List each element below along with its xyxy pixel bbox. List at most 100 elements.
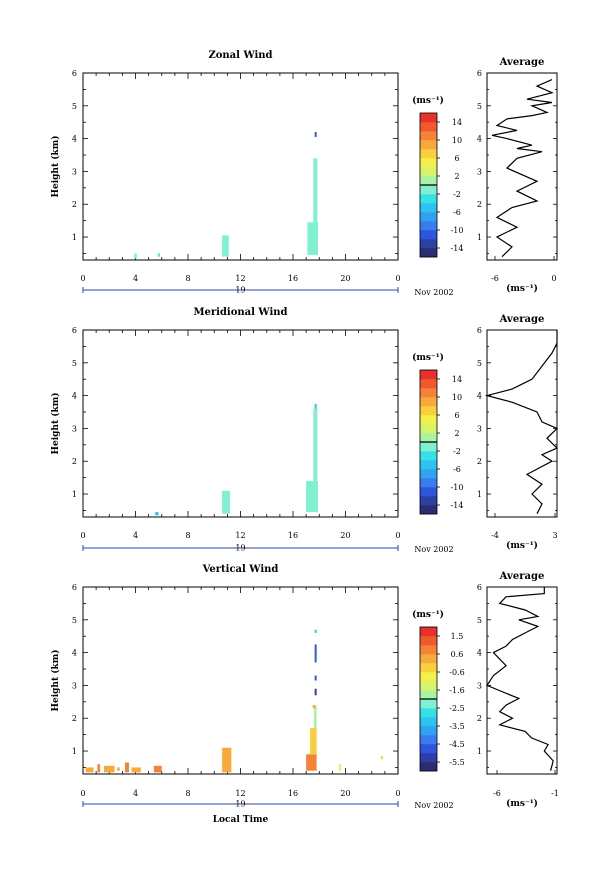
average-y-label: 1 [477, 490, 482, 499]
average-y-label: 6 [477, 69, 482, 78]
data-cell [117, 767, 120, 771]
colorbar-label: -6 [453, 465, 461, 474]
colorbar-label: 6 [454, 411, 459, 420]
average-y-label: 3 [477, 167, 482, 176]
x-tick-label: 0 [395, 274, 400, 283]
x-tick-label: 8 [185, 274, 190, 283]
colorbar-swatch [420, 212, 437, 222]
colorbar-swatch [420, 433, 437, 443]
y-tick-label: 6 [72, 69, 77, 78]
y-tick-label: 2 [72, 457, 77, 466]
y-tick-label: 3 [72, 167, 77, 176]
x-tick-label: 16 [288, 274, 298, 283]
colorbar-label: 2 [454, 429, 459, 438]
colorbar-swatch [420, 460, 437, 470]
average-profile-line [486, 587, 554, 771]
y-tick-label: 3 [72, 681, 77, 690]
colorbar-swatch [420, 131, 437, 141]
average-y-label: 6 [477, 326, 482, 335]
y-axis-label: Height (km) [50, 392, 61, 454]
average-y-label: 2 [477, 457, 482, 466]
average-x-label: -6 [493, 789, 501, 798]
colorbar-label: 10 [452, 393, 462, 402]
colorbar-swatch [420, 478, 437, 488]
x-tick-label: 20 [340, 789, 350, 798]
colorbar-label: 14 [452, 375, 462, 384]
data-cell [314, 644, 317, 663]
data-cell [313, 158, 318, 224]
x-tick-label: 8 [185, 789, 190, 798]
colorbar-swatch [420, 654, 437, 664]
colorbar-swatch [420, 496, 437, 506]
colorbar-swatch [420, 203, 437, 213]
x-tick-label: 0 [80, 274, 85, 283]
x-axis-label: Local Time [213, 815, 269, 825]
data-cell [312, 705, 316, 709]
y-tick-label: 6 [72, 583, 77, 592]
average-y-label: 3 [477, 681, 482, 690]
colorbar-swatch [420, 230, 437, 240]
average-x-axis-label: (ms⁻¹) [506, 798, 538, 809]
average-title: Average [499, 571, 545, 582]
colorbar-swatch [420, 681, 437, 691]
data-cell [313, 408, 318, 481]
x-tick-label: 16 [288, 531, 298, 540]
y-tick-label: 3 [72, 424, 77, 433]
y-tick-label: 5 [72, 616, 77, 625]
colorbar-unit: (ms⁻¹) [412, 609, 444, 620]
colorbar-swatch [420, 122, 437, 132]
average-x-axis-label: (ms⁻¹) [506, 540, 538, 551]
colorbar-swatch [420, 627, 437, 637]
y-axis-label: Height (km) [50, 649, 61, 711]
average-x-label: 0 [551, 274, 556, 283]
average-y-label: 4 [477, 649, 482, 658]
colorbar-swatch [420, 762, 437, 772]
average-profile-line [484, 330, 559, 514]
data-cell [314, 675, 317, 681]
average-x-label: -6 [491, 274, 499, 283]
colorbar-swatch [420, 248, 437, 258]
colorbar-swatch [420, 424, 437, 434]
colorbar-swatch [420, 140, 437, 150]
colorbar-swatch [420, 406, 437, 416]
y-axis-label: Height (km) [50, 135, 61, 197]
panel-title: Meridional Wind [193, 307, 287, 318]
date-label: 19 [235, 800, 245, 809]
x-tick-label: 0 [80, 789, 85, 798]
colorbar-swatch [420, 636, 437, 646]
data-cell [104, 765, 115, 773]
plot-frame [82, 586, 399, 775]
x-tick-label: 4 [133, 789, 138, 798]
colorbar-label: 0.6 [451, 650, 464, 659]
y-tick-label: 4 [72, 392, 77, 401]
colorbar-swatch [420, 487, 437, 497]
x-tick-label: 8 [185, 531, 190, 540]
colorbar-label: -6 [453, 208, 461, 217]
data-cell [97, 764, 101, 773]
colorbar-swatch [420, 158, 437, 168]
colorbar-swatch [420, 379, 437, 389]
y-tick-label: 2 [72, 200, 77, 209]
data-cell [307, 222, 318, 256]
y-tick-label: 1 [72, 490, 77, 499]
colorbar-swatch [420, 645, 437, 655]
date-label: 19 [235, 544, 245, 553]
y-tick-label: 1 [72, 747, 77, 756]
data-cell [85, 767, 94, 773]
colorbar-unit: (ms⁻¹) [412, 95, 444, 106]
month-label: Nov 2002 [414, 545, 453, 554]
average-x-label: 3 [552, 531, 557, 540]
x-tick-label: 16 [288, 789, 298, 798]
colorbar-swatch [420, 726, 437, 736]
x-tick-label: 0 [395, 789, 400, 798]
data-cell [157, 253, 160, 257]
plot-frame [82, 72, 399, 261]
data-cell [380, 755, 383, 760]
average-frame [486, 329, 558, 518]
colorbar-swatch [420, 744, 437, 754]
average-x-label: -1 [551, 789, 559, 798]
colorbar-label: -2.5 [449, 704, 464, 713]
colorbar-swatch [420, 149, 437, 159]
colorbar-swatch [420, 397, 437, 407]
